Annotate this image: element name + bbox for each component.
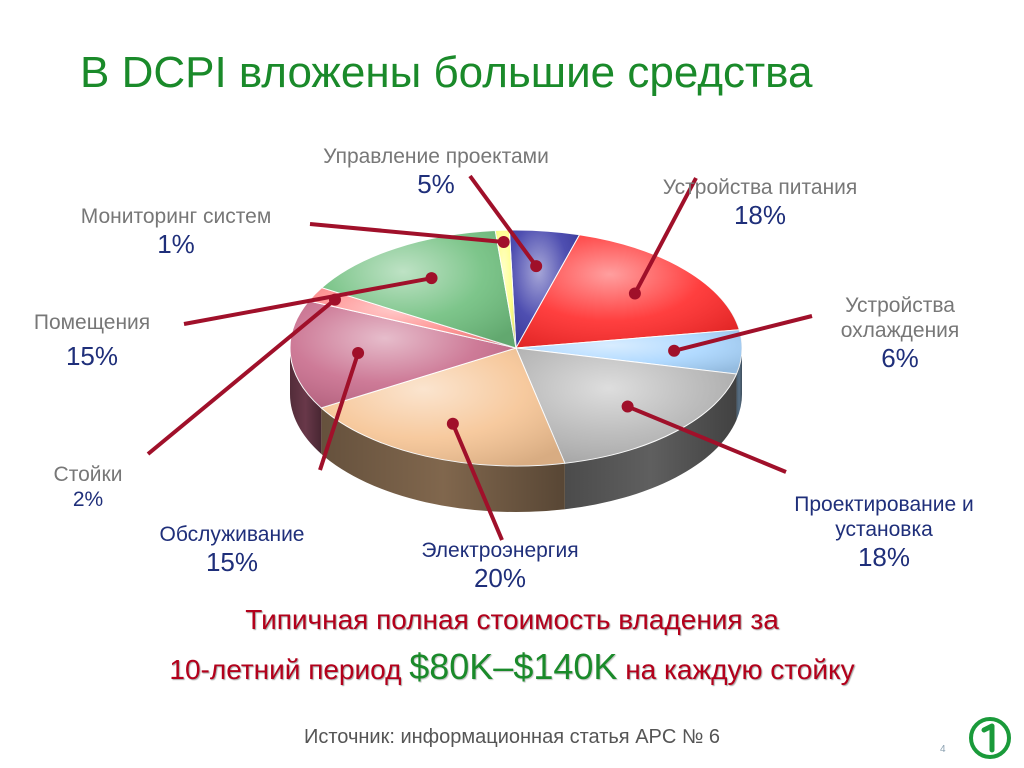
leader-dot-5 bbox=[352, 347, 365, 360]
tco-line-2: 10-летний период $80K–$140K на каждую ст… bbox=[0, 641, 1024, 693]
label-percent: 2% bbox=[72, 488, 104, 512]
slice-shine-6 bbox=[308, 287, 516, 348]
pie-top bbox=[289, 229, 743, 467]
label-percent: 18% bbox=[857, 542, 911, 573]
leader-line-2 bbox=[673, 314, 813, 353]
leader-dot-7 bbox=[425, 272, 438, 285]
label-name: Обслуживание bbox=[159, 523, 305, 546]
leader-dot-2 bbox=[668, 344, 681, 357]
page-number: 4 bbox=[940, 744, 946, 755]
label-percent: 15% bbox=[205, 547, 259, 578]
label-name: Устройства охлаждения bbox=[840, 294, 960, 343]
slice-shine-7 bbox=[321, 230, 516, 348]
leader-line-3 bbox=[626, 404, 787, 474]
label-maintenance: Обслуживание 15% bbox=[132, 522, 332, 578]
label-percent: 6% bbox=[881, 343, 919, 374]
label-racks: Стойки 2% bbox=[28, 462, 148, 512]
label-name: Электроэнергия bbox=[421, 539, 579, 562]
label-cooling-devices: Устройства охлаждения 6% bbox=[800, 293, 1000, 375]
tco-line-1: Типичная полная стоимость владения за bbox=[245, 604, 779, 635]
label-percent: 20% bbox=[473, 563, 527, 594]
label-power-devices: Устройства питания 18% bbox=[630, 175, 890, 231]
label-percent: 1% bbox=[157, 229, 195, 260]
label-percent: 15% bbox=[65, 341, 119, 372]
leader-line-0 bbox=[468, 174, 538, 268]
pie-chart bbox=[146, 174, 813, 541]
slice-shine-4 bbox=[321, 348, 565, 466]
slide-title: В DCPI вложены большие средства bbox=[80, 48, 813, 97]
label-monitoring-systems: Мониторинг систем 1% bbox=[46, 204, 306, 260]
leader-dot-3 bbox=[621, 400, 634, 413]
label-name: Проектирование и установка bbox=[794, 493, 974, 542]
label-design-installation: Проектирование и установка 18% bbox=[764, 492, 1004, 574]
label-percent: 5% bbox=[417, 169, 455, 200]
slice-shine-2 bbox=[516, 329, 743, 374]
label-name: Мониторинг систем bbox=[80, 205, 272, 228]
leader-line-7 bbox=[183, 276, 432, 326]
leader-line-4 bbox=[451, 422, 504, 541]
tco-suffix: на каждую стойку bbox=[617, 653, 855, 685]
label-name: Устройства питания bbox=[662, 176, 858, 199]
label-name: Управление проектами bbox=[323, 145, 549, 168]
leader-dot-8 bbox=[497, 235, 510, 248]
slice-side-shade-3 bbox=[564, 373, 737, 510]
leader-line-1 bbox=[633, 177, 698, 295]
slice-side-shade-5 bbox=[290, 348, 322, 454]
leader-line-6 bbox=[146, 298, 337, 456]
label-electricity: Электроэнергия 20% bbox=[390, 538, 610, 594]
label-project-management: Управление проектами 5% bbox=[296, 144, 576, 200]
label-name: Стойки bbox=[53, 463, 123, 486]
label-percent: 18% bbox=[733, 200, 787, 231]
leader-dot-4 bbox=[446, 417, 459, 430]
label-premises: Помещения 15% bbox=[12, 310, 172, 372]
slice-shine-8 bbox=[495, 230, 516, 348]
leader-line-8 bbox=[309, 222, 504, 244]
source-note: Источник: информационная статья APC № 6 bbox=[303, 726, 721, 748]
slice-shine-0 bbox=[509, 230, 580, 348]
leader-dot-0 bbox=[530, 260, 543, 273]
green-circle-one-logo-icon bbox=[969, 717, 1011, 759]
slice-shine-5 bbox=[290, 300, 516, 408]
label-name: Помещения bbox=[33, 311, 151, 334]
leader-dot-1 bbox=[628, 287, 641, 300]
pie-leaders bbox=[146, 174, 813, 541]
leader-line-5 bbox=[318, 352, 360, 471]
slice-side-shade-2 bbox=[736, 348, 742, 420]
tco-prefix: 10-летний период bbox=[169, 653, 410, 685]
tco-statement: Типичная полная стоимость владения за 10… bbox=[0, 600, 1024, 693]
slice-shine-1 bbox=[516, 234, 740, 348]
tco-amount: $80K–$140K bbox=[409, 645, 618, 687]
